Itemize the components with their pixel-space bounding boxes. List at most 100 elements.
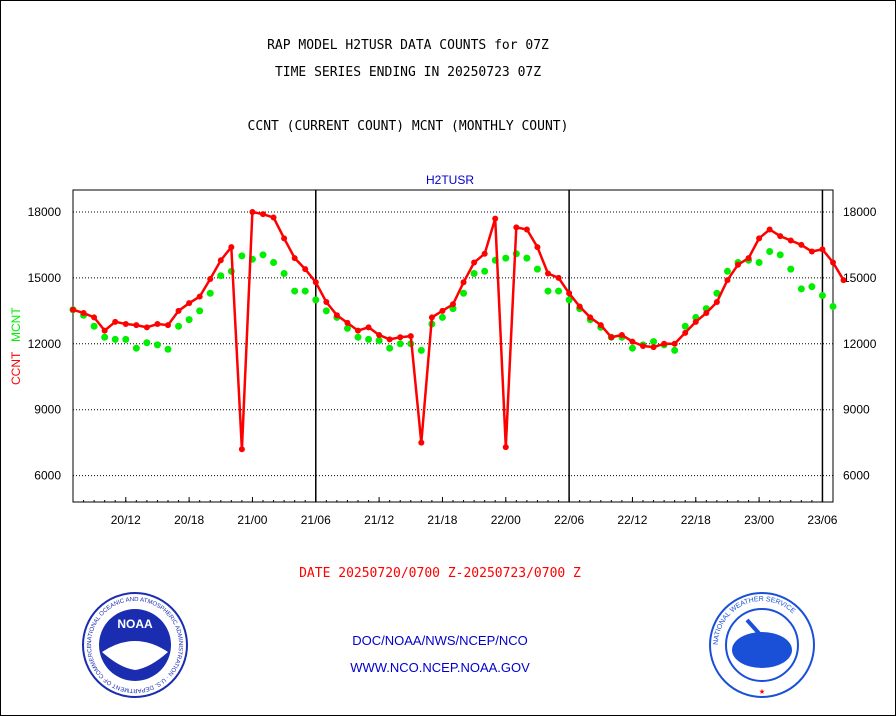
mcnt-point (386, 344, 394, 352)
y-tick-label-right: 12000 (843, 337, 877, 351)
mcnt-point (365, 335, 373, 343)
chart-title-line2: TIME SERIES ENDING IN 20250723 07Z (274, 65, 542, 80)
y-tick-label-left: 9000 (34, 403, 61, 417)
x-tick-label: 23/06 (807, 513, 837, 527)
x-tick-label: 22/18 (681, 513, 711, 527)
chart-title-line1: RAP MODEL H2TUSR DATA COUNTS for 07Z (267, 38, 549, 53)
x-tick-label: 22/12 (617, 513, 647, 527)
x-tick-label: 21/06 (301, 513, 331, 527)
ccnt-point (270, 214, 277, 221)
mcnt-point (217, 272, 225, 280)
mcnt-point (90, 322, 98, 330)
x-tick-label: 22/06 (554, 513, 584, 527)
ccnt-point (513, 224, 520, 231)
ccnt-point (133, 322, 140, 329)
mcnt-point (301, 287, 309, 295)
mcnt-point (460, 289, 468, 297)
ccnt-point (692, 318, 699, 325)
ccnt-point (428, 314, 435, 321)
mcnt-point (122, 335, 130, 343)
ccnt-point (418, 439, 425, 446)
ccnt-point (460, 279, 467, 286)
mcnt-point (111, 335, 119, 343)
axes-layer: 6000 6000 9000 9000 12000 12000 15000 15000 1800… (28, 189, 877, 527)
ccnt-point (523, 226, 530, 233)
y-tick-label-right: 18000 (843, 205, 877, 219)
ccnt-point (745, 255, 752, 262)
mcnt-point (713, 289, 721, 297)
noaa-bird-icon (102, 641, 168, 670)
mcnt-point (818, 291, 826, 299)
ccnt-point (91, 314, 98, 321)
ccnt-point (302, 266, 309, 273)
mcnt-point (259, 251, 267, 259)
ccnt-point (376, 332, 383, 339)
ccnt-series-line (72, 210, 845, 450)
y-tick-label-right: 6000 (843, 469, 870, 483)
mcnt-point (565, 296, 573, 304)
mcnt-point (396, 340, 404, 348)
ccnt-point (608, 334, 615, 341)
ccnt-point (291, 255, 298, 262)
ccnt-point (566, 290, 573, 297)
plot-title: H2TUSR (426, 173, 474, 187)
ccnt-point (661, 340, 668, 347)
ccnt-point (207, 275, 214, 282)
mcnt-point (291, 287, 299, 295)
mcnt-point (555, 287, 563, 295)
y-axis-label-mcnt: MCNT (9, 307, 23, 342)
ccnt-point (756, 235, 763, 242)
mcnt-point (153, 341, 161, 349)
mcnt-point (280, 269, 288, 277)
mcnt-point (343, 324, 351, 332)
nws-star-icon: ★ (759, 686, 765, 697)
x-tick-label: 22/00 (491, 513, 521, 527)
ccnt-point (70, 306, 76, 313)
ccnt-point (777, 233, 784, 240)
nws-lightning-icon (745, 618, 777, 667)
mcnt-point (787, 265, 795, 273)
ccnt-point (682, 329, 689, 336)
ccnt-point (597, 322, 604, 329)
mcnt-point (808, 283, 816, 291)
mcnt-point (681, 322, 689, 330)
ccnt-point (101, 327, 108, 334)
mcnt-point (502, 254, 510, 262)
ccnt-point (365, 324, 372, 331)
ccnt-point (671, 340, 678, 347)
time-series-chart: 6000 6000 9000 9000 12000 12000 15000 15000 1800… (9, 173, 877, 527)
ccnt-point (534, 244, 541, 251)
date-range-label: DATE 20250720/0700 Z-20250723/0700 Z (299, 566, 581, 581)
mcnt-point (449, 305, 457, 313)
ccnt-point (787, 237, 794, 244)
y-tick-label-left: 15000 (28, 271, 62, 285)
ccnt-point (492, 215, 499, 222)
mcnt-point (175, 322, 183, 330)
ccnt-point (260, 211, 266, 218)
ccnt-point (830, 259, 836, 266)
ccnt-point (154, 321, 161, 328)
grid-layer (73, 190, 833, 502)
ccnt-point (808, 248, 815, 255)
ccnt-point (186, 300, 193, 307)
mcnt-point (438, 313, 446, 321)
ccnt-point (281, 235, 288, 242)
mcnt-point (755, 259, 763, 267)
plot-frame (72, 189, 834, 503)
mcnt-point (766, 248, 774, 256)
ccnt-point (344, 319, 351, 326)
ccnt-point (175, 307, 182, 314)
ccnt-point (80, 310, 87, 317)
mcnt-point (797, 285, 805, 293)
ccnt-point (196, 293, 203, 300)
ccnt-point (165, 322, 171, 329)
mcnt-point (143, 339, 151, 347)
mcnt-point (375, 337, 383, 345)
ccnt-point (238, 446, 245, 453)
y-tick-label-left: 18000 (28, 205, 62, 219)
mcnt-point (723, 267, 731, 275)
noaa-logo-text: NOAA (117, 617, 153, 631)
ccnt-point (819, 246, 826, 253)
mcnt-point (671, 346, 679, 354)
y-tick-label-right: 9000 (843, 403, 870, 417)
